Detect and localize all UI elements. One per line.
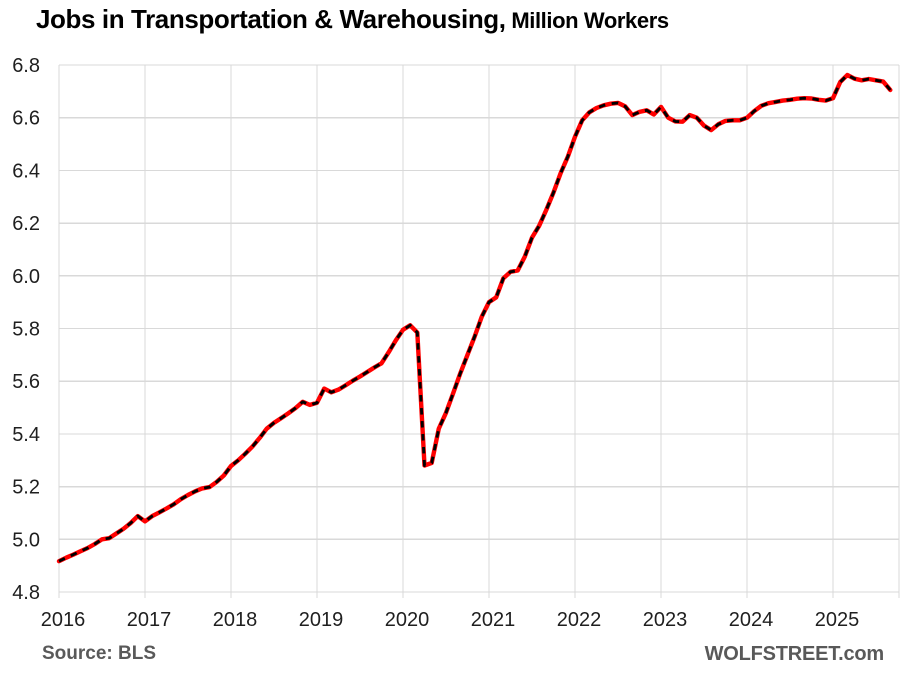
series-line-red: [56, 72, 893, 564]
y-tick-label: 6.0: [12, 266, 40, 288]
chart-title-suffix: Million Workers: [505, 8, 669, 33]
chart-title: Jobs in Transportation & Warehousing, Mi…: [36, 4, 669, 35]
y-tick-label: 6.6: [12, 108, 40, 130]
y-tick-label: 6.8: [12, 55, 40, 77]
x-tick-label: 2017: [127, 609, 172, 631]
x-tick-label: 2021: [471, 609, 516, 631]
watermark-wolfstreet: WOLFSTREET.com: [704, 643, 885, 665]
x-tick-label: 2016: [41, 609, 86, 631]
y-tick-label: 5.6: [12, 371, 40, 393]
chart-title-main: Jobs in Transportation & Warehousing,: [36, 4, 506, 34]
y-tick-label: 5.4: [12, 424, 40, 446]
series-line-dash-overlay: [58, 73, 892, 563]
x-tick-label: 2023: [643, 609, 688, 631]
x-tick-label: 2025: [815, 609, 860, 631]
y-tick-label: 6.4: [12, 160, 40, 182]
x-tick-label: 2022: [557, 609, 602, 631]
y-tick-label: 6.2: [12, 213, 40, 235]
x-tick-label: 2024: [729, 609, 774, 631]
x-tick-label: 2018: [213, 609, 258, 631]
source-note: Source: BLS: [42, 643, 157, 664]
y-tick-label: 4.8: [12, 582, 40, 604]
x-tick-label: 2019: [299, 609, 344, 631]
y-tick-label: 5.8: [12, 319, 40, 341]
y-tick-label: 5.2: [12, 477, 40, 499]
y-tick-label: 5.0: [12, 529, 40, 551]
x-tick-label: 2020: [385, 609, 430, 631]
